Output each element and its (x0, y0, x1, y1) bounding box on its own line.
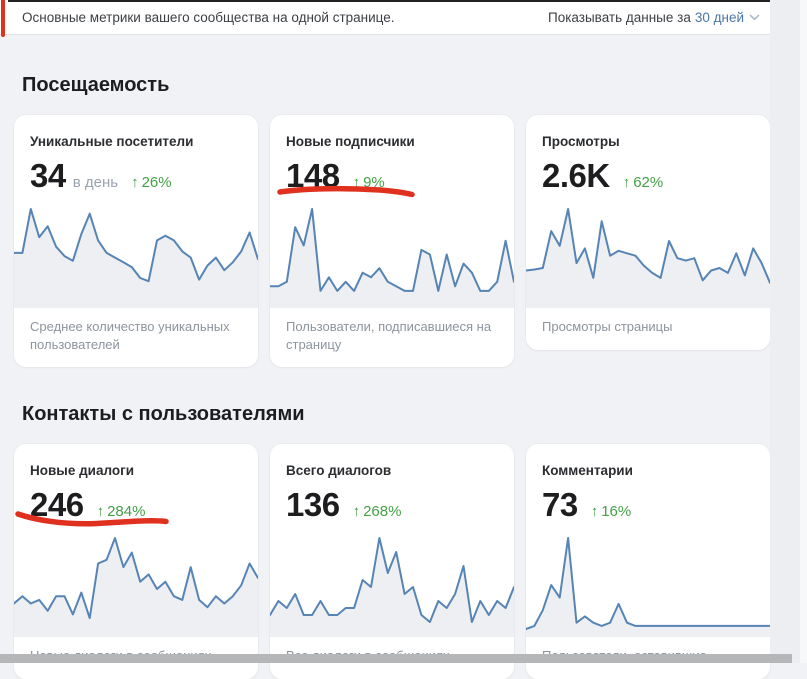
trend-badge: ↑ 62% (623, 174, 664, 191)
card-total-dialogs[interactable]: Всего диалогов 136 ↑268% Все диалоги в с… (270, 444, 514, 679)
top-bar: Основные метрики вашего сообщества на од… (0, 0, 770, 35)
trend-up-arrow-icon: ↑ (622, 174, 631, 191)
chevron-down-icon (749, 14, 760, 21)
trend-percent: 284% (107, 503, 146, 520)
metric-suffix: в день (72, 174, 119, 191)
metric-row: 136 ↑ 268% (286, 486, 498, 524)
metric-chart (270, 532, 514, 637)
metric-row: 73 ↑ 16% (542, 486, 754, 524)
trend-percent: 268% (363, 503, 402, 520)
period-value[interactable]: 30 дней (694, 9, 744, 25)
trend-up-arrow-icon: ↑ (590, 503, 599, 520)
card-unique-visitors[interactable]: Уникальные посетители 34 в день ↑ 26% Сре… (14, 115, 258, 367)
metric-value: 148 (286, 157, 340, 194)
metric-chart (270, 203, 514, 308)
trend-percent: 26% (141, 174, 172, 191)
metric-chart (526, 203, 770, 308)
metric-value: 34 (30, 157, 66, 194)
right-edge-strip (770, 0, 800, 663)
metric-value: 2.6K (542, 157, 610, 194)
trend-up-arrow-icon: ↑ (352, 503, 361, 520)
cards-row-contacts: Новые диалоги 246 ↑284% Новые диалоги в … (14, 444, 770, 679)
right-edge-light (800, 0, 807, 663)
metric-chart (14, 532, 258, 637)
card-title: Новые подписчики (286, 134, 415, 149)
card-description: Просмотры страницы (542, 319, 673, 334)
section-title-visits: Посещаемость (22, 74, 170, 96)
page-subtitle: Основные метрики вашего сообщества на од… (22, 9, 395, 25)
card-title: Новые диалоги (30, 463, 135, 478)
trend-badge: ↑ 284% (97, 503, 146, 520)
dashboard-main: Посещаемость Уникальные посетители 34 в … (14, 74, 770, 679)
trend-percent: 16% (601, 503, 632, 520)
trend-badge: ↑ 16% (591, 503, 632, 520)
metric-value: 246 (30, 486, 84, 523)
card-comments[interactable]: Комментарии 73 ↑16% Пользователи, остави… (526, 444, 770, 679)
card-new-subscribers[interactable]: Новые подписчики 148 ↑ 9% Пользователи, п… (270, 115, 514, 367)
card-views[interactable]: Просмотры 2.6K ↑ 62% Просмотры страницы (526, 115, 770, 350)
card-description: Пользователи, подписавшиеся на страницу (286, 319, 492, 352)
metric-row: 148 ↑ 9% (286, 157, 498, 195)
card-new-dialogs[interactable]: Новые диалоги 246 ↑284% Новые диалоги в … (14, 444, 258, 679)
top-window-edge (8, 0, 770, 2)
trend-up-arrow-icon: ↑ (96, 503, 105, 520)
period-label: Показывать данные за (548, 9, 691, 25)
card-title: Просмотры (542, 134, 620, 149)
horizontal-scrollbar[interactable] (0, 654, 792, 663)
card-title: Всего диалогов (286, 463, 392, 478)
period-selector[interactable]: Показывать данные за 30 дней (548, 10, 760, 25)
card-title: Комментарии (542, 463, 633, 478)
trend-percent: 62% (633, 174, 664, 191)
metric-chart (14, 203, 258, 308)
card-title: Уникальные посетители (30, 134, 194, 149)
metric-value: 73 (542, 486, 578, 523)
metric-row: 246 ↑ 284% (30, 486, 242, 524)
trend-badge: ↑ 268% (353, 503, 402, 520)
metric-chart (526, 532, 770, 637)
trend-badge: ↑ 26% (131, 174, 172, 191)
metric-value: 136 (286, 486, 340, 523)
trend-up-arrow-icon: ↑ (352, 174, 361, 191)
metric-row: 34 в день ↑ 26% (30, 157, 242, 195)
red-vertical-line-annotation (1, 0, 5, 37)
card-description: Среднее количество уникальных пользовате… (30, 319, 230, 352)
trend-up-arrow-icon: ↑ (131, 174, 139, 191)
cards-row-visits: Уникальные посетители 34 в день ↑ 26% Сре… (14, 115, 770, 378)
trend-badge: ↑ 9% (353, 174, 385, 191)
metric-row: 2.6K ↑ 62% (542, 157, 754, 195)
trend-percent: 9% (363, 174, 385, 191)
section-title-contacts: Контакты с пользователями (22, 403, 305, 425)
